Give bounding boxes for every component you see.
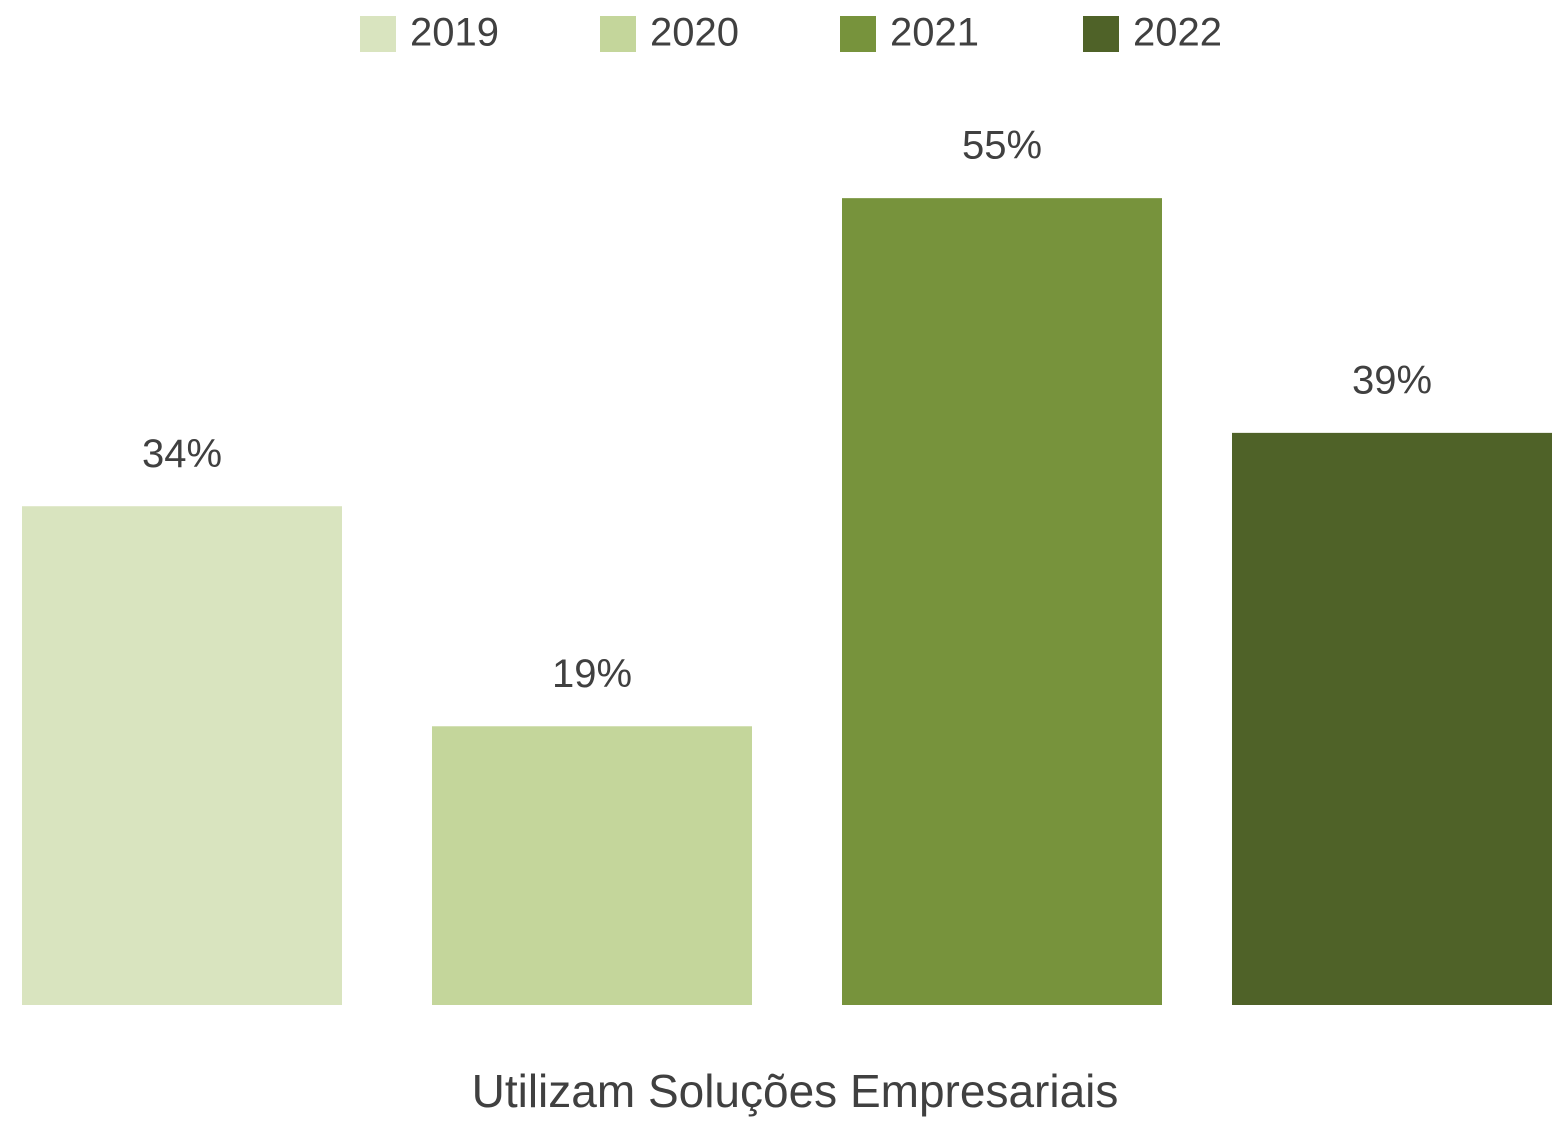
legend-label: 2019 — [410, 11, 499, 55]
data-label: 19% — [552, 652, 632, 696]
bar — [1232, 432, 1552, 1005]
bar — [842, 198, 1162, 1005]
bar — [432, 726, 752, 1005]
legend-swatch — [840, 16, 876, 52]
category-label: Utilizam Soluções Empresariais — [472, 1065, 1119, 1117]
legend-swatch — [360, 16, 396, 52]
legend-label: 2021 — [890, 11, 979, 55]
legend-swatch — [600, 16, 636, 52]
legend-swatch — [1083, 16, 1119, 52]
data-label: 55% — [962, 124, 1042, 168]
data-label: 39% — [1352, 358, 1432, 402]
data-label: 34% — [142, 432, 222, 476]
legend-label: 2020 — [650, 11, 739, 55]
bar — [22, 506, 342, 1005]
legend-label: 2022 — [1133, 11, 1222, 55]
